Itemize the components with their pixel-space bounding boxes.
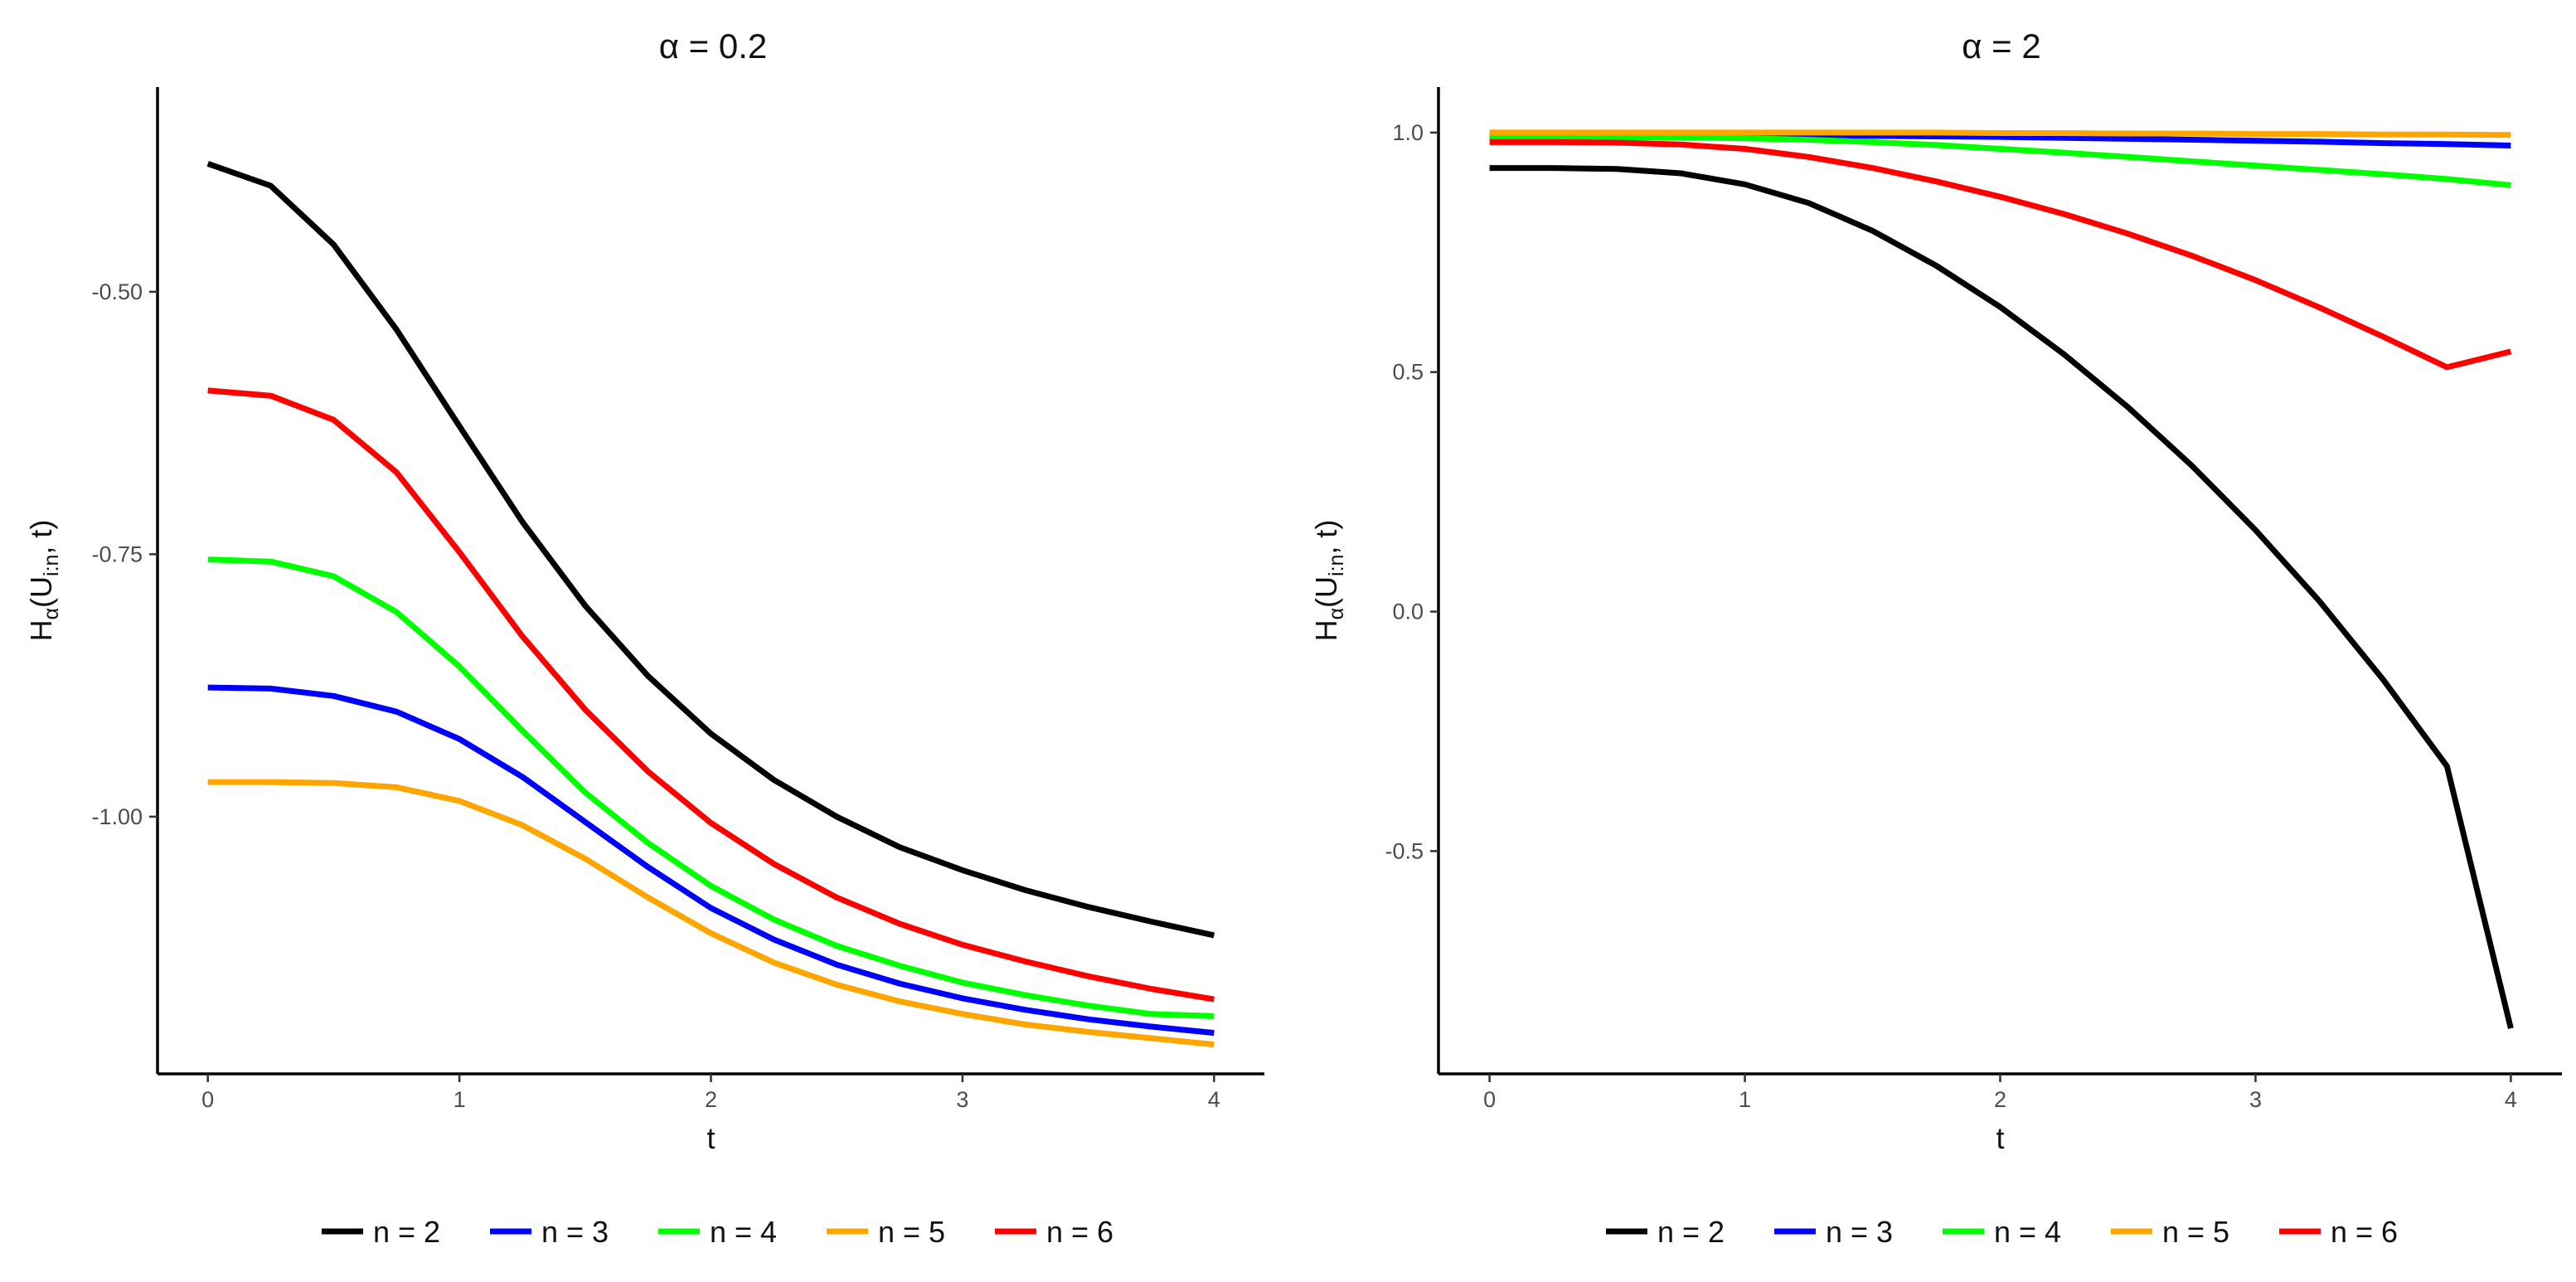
y-tick-label: -0.5 — [1385, 838, 1424, 863]
x-tick-label: 0 — [201, 1087, 214, 1112]
legend-label: n = 2 — [1657, 1215, 1725, 1249]
x-tick-label: 3 — [956, 1087, 968, 1112]
y-tick-label: 1.0 — [1392, 120, 1424, 145]
y-axis-label: Hα(Ui:n, t) — [24, 520, 63, 642]
x-tick-label: 3 — [2249, 1087, 2262, 1112]
legend-label: n = 3 — [541, 1215, 609, 1249]
y-axis-label-part: , t) — [1309, 520, 1343, 555]
x-tick-label: 4 — [1208, 1087, 1220, 1112]
y-tick-label: -0.75 — [91, 541, 143, 566]
y-axis-label-part: (U — [24, 576, 58, 608]
series-line-n=4 — [1489, 134, 2511, 188]
series-line-n=5 — [207, 779, 1215, 1048]
legend-label: n = 3 — [1826, 1215, 1893, 1249]
legend-label: n = 2 — [373, 1215, 440, 1249]
x-axis-label: t — [1996, 1121, 2004, 1155]
series-line-n=6 — [1489, 138, 2512, 371]
y-tick-label: 0.5 — [1392, 360, 1424, 385]
y-axis-label-part: i:n — [40, 555, 63, 576]
chart-title: α = 0.2 — [659, 27, 768, 66]
legend-label: n = 6 — [1046, 1215, 1113, 1249]
x-tick-label: 1 — [454, 1087, 466, 1112]
series-line-n=6 — [207, 387, 1215, 1003]
y-axis-label-part: , t) — [24, 520, 58, 555]
x-tick-label: 2 — [705, 1087, 717, 1112]
y-axis-label: Hα(Ui:n, t) — [1309, 520, 1348, 642]
y-tick-label: 0.0 — [1392, 600, 1424, 624]
chart-title: α = 2 — [1962, 27, 2041, 66]
x-tick-label: 1 — [1739, 1087, 1751, 1112]
legend-label: n = 6 — [2331, 1215, 2398, 1249]
x-tick-label: 4 — [2505, 1087, 2517, 1112]
series-line-n=4 — [207, 556, 1215, 1019]
y-axis-label-part: H — [24, 619, 58, 641]
y-axis-label-part: α — [40, 608, 63, 619]
y-axis-label-part: α — [1325, 608, 1348, 619]
series-line-n=3 — [207, 684, 1215, 1037]
legend-label: n = 5 — [2162, 1215, 2229, 1249]
panel-alpha-0.2: α = 0.2 0 1 2 3 4 -0.50 -0.75 -1.00 t Hα(Ui:n, t) n… — [24, 27, 1264, 1249]
legend-label: n = 5 — [878, 1215, 945, 1249]
series-line-n=2 — [1489, 165, 2514, 1029]
panel-alpha-2: α = 2 0 1 2 3 4 1.0 0.5 0.0 -0.5 t Hα(Ui:n, t) n = 2… — [1309, 27, 2562, 1249]
series-line-n=2 — [206, 161, 1215, 939]
legend-label: n = 4 — [1994, 1215, 2061, 1249]
x-axis-label: t — [706, 1121, 715, 1155]
y-axis-label-part: i:n — [1325, 555, 1348, 576]
series-line-n=5 — [1489, 129, 2511, 138]
x-tick-label: 0 — [1483, 1087, 1496, 1112]
y-tick-label: -0.50 — [91, 279, 143, 304]
x-tick-label: 2 — [1994, 1087, 2006, 1112]
y-tick-label: -1.00 — [91, 804, 143, 829]
y-axis-label-part: (U — [1309, 576, 1343, 608]
legend-label: n = 4 — [710, 1215, 777, 1249]
y-axis-label-part: H — [1309, 619, 1343, 641]
